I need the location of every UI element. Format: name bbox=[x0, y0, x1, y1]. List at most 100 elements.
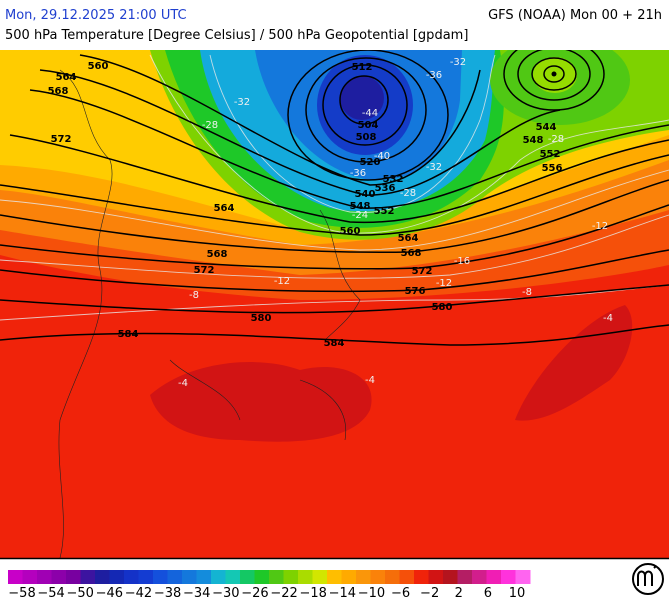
colorbar-swatch bbox=[443, 570, 458, 584]
geopotential-label: 580 bbox=[251, 313, 272, 324]
colorbar-label: −34 bbox=[183, 586, 210, 600]
colorbar-label: 6 bbox=[484, 586, 492, 600]
colorbar-swatch bbox=[486, 570, 502, 584]
coastlines bbox=[58, 69, 361, 558]
coastline bbox=[169, 359, 347, 441]
geopotential-label: 552 bbox=[540, 149, 561, 160]
colorbar-swatch bbox=[399, 570, 415, 584]
colorbar-swatch bbox=[182, 570, 197, 584]
geopotential-label: 584 bbox=[118, 329, 139, 340]
colorbar-label: −38 bbox=[154, 586, 181, 600]
colorbar-swatch bbox=[8, 570, 23, 584]
isoline bbox=[0, 204, 669, 270]
geopotential-label: 568 bbox=[48, 86, 69, 97]
colorbar-label: 10 bbox=[509, 586, 526, 600]
isoline bbox=[322, 64, 408, 146]
colorbar-label: −26 bbox=[241, 586, 268, 600]
colorbar-swatch bbox=[515, 570, 531, 584]
colorbar-swatch bbox=[501, 570, 516, 584]
colorbar-swatch bbox=[37, 570, 52, 584]
geopotential-label: 540 bbox=[355, 189, 376, 200]
temperature-labels: -32 -36 -32 -44 -40 -36 -28 -28 -24 -28 -32 -12 -8 -8… bbox=[178, 57, 613, 389]
colorbar-swatch bbox=[298, 570, 313, 584]
colorbar-swatch bbox=[51, 570, 67, 584]
temperature-label: -12 bbox=[436, 278, 452, 289]
colorbar-label: −18 bbox=[299, 586, 326, 600]
logo-glyph bbox=[637, 565, 657, 586]
temp-field bbox=[340, 76, 384, 120]
isoline bbox=[0, 284, 669, 314]
low-center bbox=[551, 71, 557, 77]
colorbar-label: −46 bbox=[96, 586, 123, 600]
geopotential-label: 544 bbox=[536, 122, 557, 133]
temperature-label: -4 bbox=[178, 378, 188, 389]
colorbar-label: −10 bbox=[358, 586, 385, 600]
colorbar-swatch bbox=[153, 570, 168, 584]
geopotential-label: 548 bbox=[350, 201, 371, 212]
geopotential-label: 572 bbox=[51, 134, 72, 145]
geopotential-label: 568 bbox=[401, 248, 422, 259]
isoline bbox=[39, 69, 561, 196]
colorbar-label: −42 bbox=[125, 586, 152, 600]
temperature-label: -8 bbox=[189, 290, 199, 301]
isotherm bbox=[0, 214, 669, 279]
colorbar-swatch bbox=[22, 570, 38, 584]
colorbar-swatch bbox=[254, 570, 270, 584]
geopotential-label: 564 bbox=[398, 233, 419, 244]
geopotential-label: 504 bbox=[358, 120, 379, 131]
isotherm bbox=[209, 54, 496, 213]
temperature-label: -36 bbox=[426, 70, 442, 81]
colorbar-swatch bbox=[109, 570, 125, 584]
temperature-label: -8 bbox=[522, 287, 532, 298]
colorbar-swatch bbox=[66, 570, 81, 584]
colorbar-label: −30 bbox=[212, 586, 239, 600]
geopotential-label: 572 bbox=[194, 265, 215, 276]
colorbar-label: −58 bbox=[8, 586, 35, 600]
isotherm bbox=[0, 284, 669, 321]
isoline bbox=[0, 324, 669, 346]
colorbar-swatch bbox=[312, 570, 328, 584]
isoline bbox=[531, 57, 577, 91]
geopotential-label: 564 bbox=[56, 72, 77, 83]
colorbar-label: −6 bbox=[391, 586, 410, 600]
geopotential-label: 584 bbox=[324, 338, 345, 349]
temperature-label: -28 bbox=[202, 120, 218, 131]
geopotential-label: 556 bbox=[542, 163, 563, 174]
temperature-label: -32 bbox=[450, 57, 466, 68]
geopotential-label: 576 bbox=[405, 286, 426, 297]
temperature-label: -32 bbox=[426, 162, 442, 173]
geopotential-label: 520 bbox=[360, 157, 381, 168]
geopotential-label: 512 bbox=[352, 62, 373, 73]
colorbar-swatch bbox=[370, 570, 386, 584]
temperature-label: -16 bbox=[454, 256, 470, 267]
colorbar-label: −22 bbox=[270, 586, 297, 600]
geopotential-label: 580 bbox=[432, 302, 453, 313]
isoline bbox=[29, 89, 669, 209]
temperature-label: -28 bbox=[548, 134, 564, 145]
colorbar-swatch bbox=[327, 570, 342, 584]
colorbar-swatch bbox=[428, 570, 444, 584]
isoline bbox=[287, 50, 449, 181]
geopotential-label: 568 bbox=[207, 249, 228, 260]
isoline bbox=[0, 179, 669, 254]
colorbar-swatch bbox=[167, 570, 183, 584]
geopotential-label: 560 bbox=[88, 61, 109, 72]
temperature-label: -24 bbox=[352, 210, 368, 221]
geopotential-label: 572 bbox=[412, 266, 433, 277]
isoline bbox=[503, 50, 605, 111]
isoline bbox=[517, 50, 591, 101]
colorbar-label: −2 bbox=[420, 586, 439, 600]
colorbar-swatch bbox=[269, 570, 284, 584]
isotherm bbox=[0, 169, 669, 251]
geopotential-label: 508 bbox=[356, 132, 377, 143]
colorbar-label: 2 bbox=[455, 586, 463, 600]
colorbar-swatch bbox=[341, 570, 357, 584]
colorbar-swatch bbox=[95, 570, 110, 584]
geopotential-label: 560 bbox=[340, 226, 361, 237]
colorbar-label: −50 bbox=[67, 586, 94, 600]
colorbar-swatch bbox=[138, 570, 154, 584]
logo bbox=[632, 563, 664, 595]
temperature-label: -28 bbox=[400, 188, 416, 199]
